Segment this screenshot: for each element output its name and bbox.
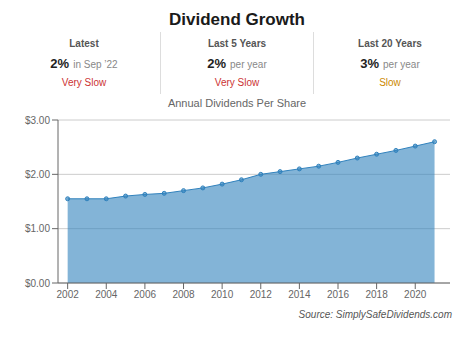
html-text:Source: SimplySafeDividends.co: Source: SimplySafeDividends.com	[298, 309, 452, 320]
svg-text:$0.00: $0.00	[25, 278, 50, 289]
html-text:Slow: Slow	[379, 77, 401, 89]
svg-text:2006: 2006	[134, 289, 157, 300]
svg-text:$1.00: $1.00	[25, 223, 50, 234]
svg-text:$2.00: $2.00	[25, 169, 50, 180]
svg-text:2004: 2004	[95, 289, 118, 300]
html-text:Last 5 Years: Last 5 Years	[207, 37, 267, 49]
html-text:Very Slow: Very Slow	[61, 77, 107, 89]
html-text:2% per year: 2% per year	[207, 56, 267, 71]
html-text:Very Slow: Very Slow	[214, 77, 260, 89]
html-text:2% in Sep ’22: 2% in Sep ’22	[50, 56, 118, 71]
svg-text:2014: 2014	[288, 289, 311, 300]
svg-text:$3.00: $3.00	[25, 115, 50, 126]
html-text:Dividend Growth: Dividend Growth	[169, 10, 305, 29]
svg-text:2016: 2016	[327, 289, 350, 300]
html-text:Latest: Latest	[69, 37, 99, 49]
html-text:3% per year: 3% per year	[360, 56, 420, 71]
svg-text:2008: 2008	[172, 289, 195, 300]
html-text:Last 20 Years: Last 20 Years	[358, 37, 422, 49]
svg-text:2012: 2012	[250, 289, 273, 300]
html-text:Annual Dividends Per Share: Annual Dividends Per Share	[167, 97, 307, 109]
svg-text:2010: 2010	[211, 289, 234, 300]
svg-text:2002: 2002	[57, 289, 80, 300]
svg-text:2020: 2020	[404, 289, 427, 300]
svg-text:2018: 2018	[365, 289, 388, 300]
